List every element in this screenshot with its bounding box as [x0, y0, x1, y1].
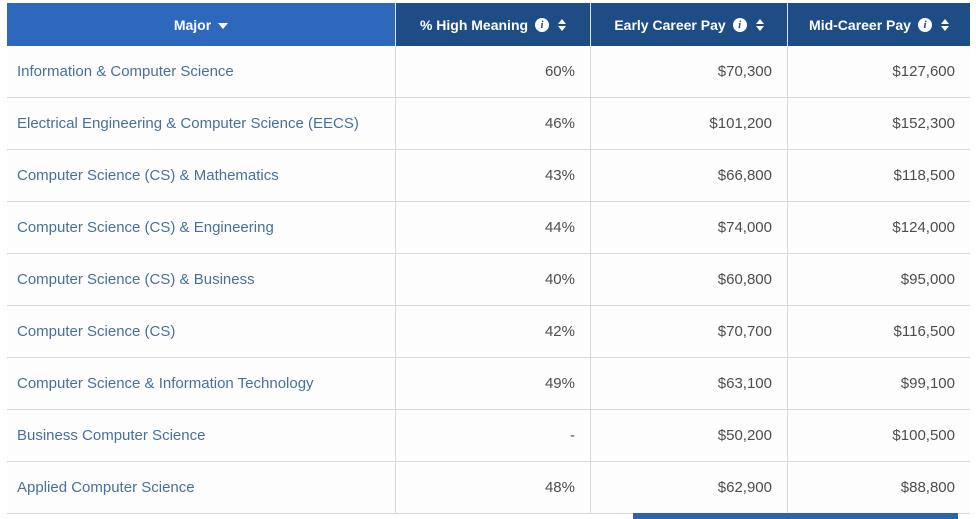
table-row: Applied Computer Science 48% $62,900 $88…: [7, 462, 970, 514]
major-cell[interactable]: Computer Science (CS) & Business: [17, 271, 255, 288]
column-header-early-career-pay[interactable]: Early Career Pay i: [590, 3, 787, 46]
high-meaning-cell: 60%: [395, 46, 590, 97]
high-meaning-cell: 42%: [395, 306, 590, 357]
sort-toggle-icon: [940, 18, 949, 31]
high-meaning-cell: 44%: [395, 202, 590, 253]
table-row: Computer Science & Information Technolog…: [7, 358, 970, 410]
high-meaning-cell: 46%: [395, 98, 590, 149]
early-career-pay-cell: $63,100: [590, 358, 787, 409]
mid-career-pay-cell: $116,500: [787, 306, 970, 357]
column-header-early-career-pay-label: Early Career Pay: [614, 16, 726, 33]
table-row: Business Computer Science - $50,200 $100…: [7, 410, 970, 462]
sort-down-triangle: [558, 25, 567, 31]
mid-career-pay-cell: $127,600: [787, 46, 970, 97]
sort-toggle-icon: [558, 18, 567, 31]
early-career-pay-cell: $70,700: [590, 306, 787, 357]
column-header-mid-career-pay-label: Mid-Career Pay: [809, 16, 911, 33]
info-icon[interactable]: i: [732, 17, 747, 32]
mid-career-pay-cell: $99,100: [787, 358, 970, 409]
table-row: Electrical Engineering & Computer Scienc…: [7, 98, 970, 150]
high-meaning-cell: 48%: [395, 462, 590, 513]
major-cell[interactable]: Applied Computer Science: [17, 479, 195, 496]
sort-up-triangle: [940, 18, 949, 24]
early-career-pay-cell: $101,200: [590, 98, 787, 149]
next-section-header-peek: [633, 513, 958, 519]
major-cell[interactable]: Business Computer Science: [17, 427, 206, 444]
high-meaning-cell: 40%: [395, 254, 590, 305]
sort-down-triangle: [940, 25, 949, 31]
major-cell[interactable]: Computer Science & Information Technolog…: [17, 375, 314, 392]
table-row: Computer Science (CS) & Engineering 44% …: [7, 202, 970, 254]
early-career-pay-cell: $60,800: [590, 254, 787, 305]
sort-descending-icon: [218, 22, 229, 29]
high-meaning-cell: -: [395, 410, 590, 461]
mid-career-pay-cell: $95,000: [787, 254, 970, 305]
high-meaning-cell: 43%: [395, 150, 590, 201]
table-row: Information & Computer Science 60% $70,3…: [7, 46, 970, 98]
column-header-high-meaning[interactable]: % High Meaning i: [395, 3, 590, 46]
early-career-pay-cell: $70,300: [590, 46, 787, 97]
majors-salary-table: Major % High Meaning i Early Career Pay …: [7, 3, 970, 514]
mid-career-pay-cell: $124,000: [787, 202, 970, 253]
high-meaning-cell: 49%: [395, 358, 590, 409]
table-row: Computer Science (CS) 42% $70,700 $116,5…: [7, 306, 970, 358]
mid-career-pay-cell: $100,500: [787, 410, 970, 461]
sort-up-triangle: [558, 18, 567, 24]
early-career-pay-cell: $50,200: [590, 410, 787, 461]
early-career-pay-cell: $66,800: [590, 150, 787, 201]
early-career-pay-cell: $62,900: [590, 462, 787, 513]
sort-down-triangle: [755, 25, 764, 31]
table-header-row: Major % High Meaning i Early Career Pay …: [7, 3, 970, 46]
info-icon[interactable]: i: [535, 17, 550, 32]
major-cell[interactable]: Information & Computer Science: [17, 63, 234, 80]
column-header-mid-career-pay[interactable]: Mid-Career Pay i: [787, 3, 970, 46]
table-row: Computer Science (CS) & Business 40% $60…: [7, 254, 970, 306]
early-career-pay-cell: $74,000: [590, 202, 787, 253]
info-icon[interactable]: i: [917, 17, 932, 32]
sort-up-triangle: [755, 18, 764, 24]
column-header-high-meaning-label: % High Meaning: [419, 16, 529, 33]
column-header-major[interactable]: Major: [7, 3, 395, 46]
sort-toggle-icon: [755, 18, 764, 31]
major-cell[interactable]: Electrical Engineering & Computer Scienc…: [17, 115, 359, 132]
column-header-major-label: Major: [173, 16, 212, 33]
mid-career-pay-cell: $88,800: [787, 462, 970, 513]
major-cell[interactable]: Computer Science (CS) & Mathematics: [17, 167, 279, 184]
mid-career-pay-cell: $118,500: [787, 150, 970, 201]
table-row: Computer Science (CS) & Mathematics 43% …: [7, 150, 970, 202]
major-cell[interactable]: Computer Science (CS): [17, 323, 176, 340]
major-cell[interactable]: Computer Science (CS) & Engineering: [17, 219, 274, 236]
table-body: Information & Computer Science 60% $70,3…: [7, 46, 970, 514]
mid-career-pay-cell: $152,300: [787, 98, 970, 149]
